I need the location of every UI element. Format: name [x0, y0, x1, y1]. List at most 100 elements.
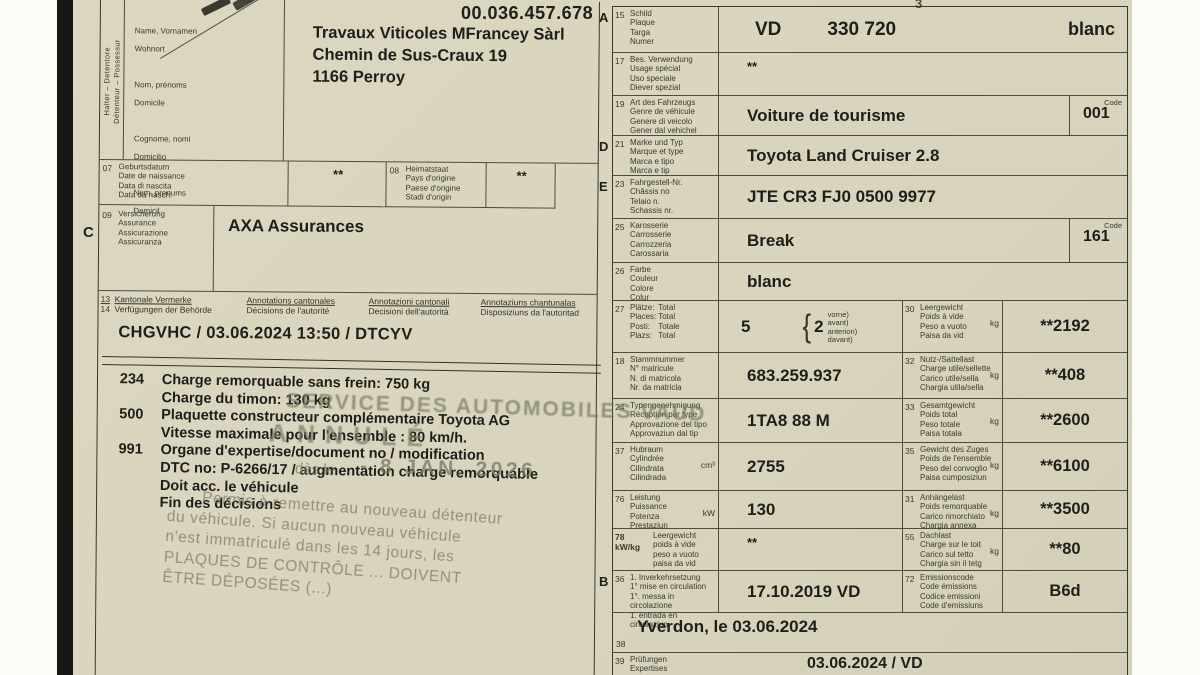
chassis-value: JTE CR3 FJ0 0500 9977: [747, 187, 937, 206]
type-approval-label-cell: 24 Typengenehmigung Réception par type A…: [613, 399, 719, 442]
scan-edge-bar: [57, 0, 73, 675]
field-label: Hubraum Cylindrée Cilindrata Cilindrada: [630, 445, 667, 483]
body-code: 161: [1083, 228, 1110, 245]
field-label: Leergewicht poids à vide peso a vuoto pa…: [653, 531, 699, 569]
field-label: Leistung Puissance Potenza Prestaziun: [630, 493, 668, 531]
field-number: 76: [615, 494, 625, 504]
holder-name-address: Travaux Viticoles MFrancey Sàrl Chemin d…: [312, 23, 565, 87]
brace-glyph: {: [802, 307, 812, 345]
field-number: 26: [615, 266, 625, 276]
field-label: 1. Inverkehrsetzung 1° mise en circulati…: [630, 573, 707, 630]
field-label: Marke und Typ Marque et type Marca e tip…: [630, 138, 684, 176]
seats-unladen-row: 27 Plätze: Places: Posti: Plazs: Total T…: [613, 301, 1127, 353]
seats-total: 5: [741, 316, 751, 336]
field-label: Prüfungen Expertises: [630, 655, 668, 674]
roof-load-cell: 55 Dachlast Charge sur le toit Carico su…: [903, 529, 1127, 570]
matricule-label-cell: 18 Stammnummer N° matricule N. di matric…: [613, 353, 719, 398]
unladen-cell: 30 Leergewicht Poids à vide Peso a vuoto…: [903, 301, 1127, 352]
towing-value: **3500: [1040, 500, 1090, 518]
color-value: blanc: [747, 271, 792, 291]
field-number: 17: [615, 56, 625, 66]
field-number: 21: [615, 139, 625, 149]
field-number: 23: [615, 179, 625, 189]
unit-kg: kg: [990, 508, 999, 518]
body-row: 25 Karosserie Carrosserie Carrozzeria Ca…: [613, 219, 1127, 263]
holder-label-divider: [249, 0, 285, 161]
unit-kg: kg: [990, 318, 999, 328]
field-label: Typengenehmigung Réception par type Appr…: [630, 401, 707, 439]
decision-code: 991: [118, 441, 143, 458]
emissions-value: B6d: [1049, 582, 1081, 600]
field-label: Plätze: Places: Posti: Plazs:: [630, 303, 657, 341]
field-label: Gesamtgewicht Poids total Peso totale Pa…: [920, 401, 976, 439]
insurance-value: AXA Assurances: [228, 216, 365, 237]
section-letter-c: C: [83, 224, 94, 241]
body-code-cell: Code 161: [1069, 219, 1127, 262]
field-label: Bes. Verwendung Usage spécial Uso specia…: [630, 55, 693, 93]
section-letter-e: E: [599, 179, 608, 194]
holder-vertical-strip: Halter – Detentore Détenteur – Possessur: [99, 0, 125, 160]
emissions-label-cell: 72 Emissionscode Code émissions Codice e…: [903, 571, 1003, 612]
vehicle-table: A 15 Schild Plaque Targa Numer VD 330 72…: [599, 6, 1128, 675]
field-number: 55: [905, 532, 915, 542]
chassis-label-cell: 23 Fahrgestell-Nr. Châssis no Telaio n. …: [613, 176, 719, 218]
field-number: 33: [905, 402, 915, 412]
vehicle-type-code: 001: [1083, 105, 1110, 122]
insurance-label-cell: 09 Versicherung Assurance Assicurazione …: [98, 205, 215, 291]
power-cell: 76 Leistung Puissance Potenza Prestaziun…: [613, 491, 903, 531]
power-towing-row: 76 Leistung Puissance Potenza Prestaziun…: [613, 491, 1127, 531]
annotations-header-rm: Annotaziuns chantunalas Disposiziuns da …: [480, 296, 580, 318]
vehicle-type-code-cell: Code 001: [1069, 96, 1127, 135]
field-numbers: 13 14: [100, 294, 111, 315]
total-weight-cell: 33 Gesamtgewicht Poids total Peso totale…: [903, 399, 1127, 442]
empty-cell: [555, 164, 597, 209]
matricule-payload-row: 18 Stammnummer N° matricule N. di matric…: [613, 353, 1127, 399]
body-label-cell: 25 Karosserie Carrosserie Carrozzeria Ca…: [613, 219, 719, 262]
roof-load-label-cell: 55 Dachlast Charge sur le toit Carico su…: [903, 529, 1003, 570]
field-label: Heimatstaat Pays d'origine Paese d'origi…: [405, 164, 461, 202]
first-registration-label-cell: 36 1. Inverkehrsetzung 1° mise en circul…: [613, 571, 719, 630]
towing-cell: 31 Anhängelast Poids remorquable Carico …: [903, 491, 1127, 530]
train-weight-label-cell: 35 Gewicht des Zuges Poids de l'ensemble…: [903, 443, 1003, 490]
unladen-label-cell: 30 Leergewicht Poids à vide Peso a vuoto…: [903, 301, 1003, 352]
vehicle-type-row: 19 Art des Fahrzeugs Genre de véhicule G…: [613, 96, 1127, 136]
chassis-row: E 23 Fahrgestell-Nr. Châssis no Telaio n…: [599, 176, 1127, 219]
plate-number: 330 720: [827, 18, 897, 40]
power-weight-label-cell: 78 kW/kg Leergewicht poids à vide peso a…: [613, 529, 719, 570]
unit-cm3: cm³: [700, 460, 715, 470]
field-label: Stammnummer N° matricule N. di matricola…: [630, 355, 685, 393]
special-use-row: 17 Bes. Verwendung Usage spécial Uso spe…: [613, 53, 1127, 96]
train-weight-cell: 35 Gewicht des Zuges Poids de l'ensemble…: [903, 443, 1127, 490]
code-word: Code: [1104, 221, 1122, 230]
matricule-value: 683.259.937: [747, 365, 842, 385]
issue-place-date: Yverdon, le 03.06.2024: [637, 617, 818, 636]
first-registration-value: 17.10.2019 VD: [747, 581, 861, 601]
holder-role-fr: Détenteur – Possessur: [112, 39, 122, 125]
field-label: Nutz-/Sattellast Charge utile/sellette C…: [920, 355, 991, 393]
vehicle-type-value: Voiture de tourisme: [747, 105, 906, 125]
power-weight-cell: 78 kW/kg Leergewicht poids à vide peso a…: [613, 529, 903, 570]
seats-label-cell: 27 Plätze: Places: Posti: Plazs: Total T…: [613, 301, 719, 352]
field-label: Farbe Couleur Colore Colur: [630, 265, 659, 303]
roof-load-value: **80: [1049, 540, 1081, 558]
type-approval-value: 1TA8 88 M: [747, 410, 830, 430]
field-number: 25: [615, 222, 625, 232]
origin-value: **: [486, 163, 556, 209]
make-value: Toyota Land Cruiser 2.8: [747, 145, 940, 165]
plate-color: blanc: [1067, 19, 1115, 39]
color-label-cell: 26 Farbe Couleur Colore Colur: [613, 263, 719, 303]
holder-labels: Name, Vornamen Wohnort Nom, prénoms Domi…: [124, 0, 251, 215]
field-label: Fahrgestell-Nr. Châssis no Telaio n. Sch…: [630, 178, 683, 216]
payload-value: **408: [1044, 366, 1086, 384]
first-registration-cell: 36 1. Inverkehrsetzung 1° mise en circul…: [613, 571, 903, 630]
field-number: 27: [615, 304, 625, 314]
inspections-label-cell: 39 Prüfungen Expertises: [613, 653, 719, 675]
code-word: Code: [1104, 98, 1122, 107]
section-letter-d: D: [599, 139, 609, 154]
plate-canton: VD: [755, 18, 782, 40]
make-row: D 21 Marke und Typ Marque et type Marca …: [599, 136, 1127, 176]
insurance-row: 09 Versicherung Assurance Assicurazione …: [98, 205, 598, 295]
train-weight-value: **6100: [1040, 457, 1090, 475]
document-serial-number: 00.036.457.678: [461, 3, 594, 23]
unit-kw: kW: [702, 508, 715, 518]
